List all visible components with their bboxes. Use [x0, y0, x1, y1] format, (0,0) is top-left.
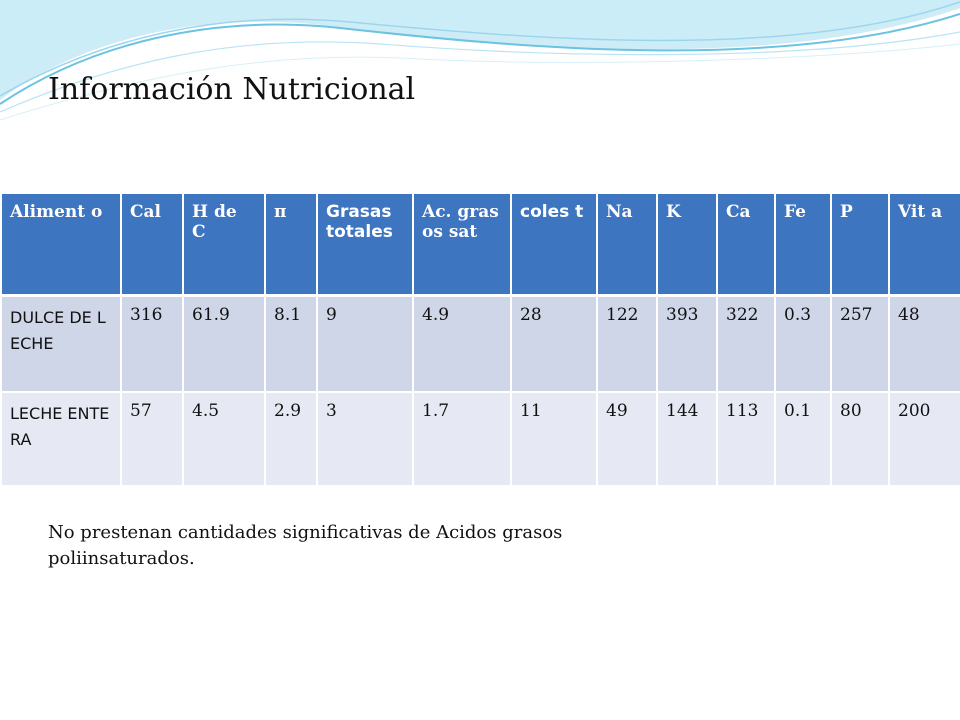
- header-ac-grasos-sat: Ac. grasos sat: [412, 194, 512, 297]
- cell-pi: 2.9: [264, 392, 318, 485]
- header-colest: coles t: [510, 194, 598, 297]
- cell-p: 80: [830, 392, 890, 485]
- cell-grasas-totales: 9: [316, 295, 414, 393]
- cell-cal: 57: [120, 392, 184, 485]
- header-p: P: [830, 194, 890, 297]
- header-hdec: H de C: [182, 194, 266, 297]
- cell-fe: 0.3: [774, 295, 832, 393]
- header-alimento: Aliment o: [0, 194, 122, 297]
- header-pi: π: [264, 194, 318, 297]
- cell-ca: 322: [716, 295, 776, 393]
- cell-vit-a: 200: [888, 392, 960, 485]
- decorative-waves: [0, 0, 960, 120]
- header-grasas-totales: Grasas totales: [316, 194, 414, 297]
- header-cal: Cal: [120, 194, 184, 297]
- cell-alimento: DULCE DE LECHE: [0, 295, 122, 393]
- footnote-text: No prestenan cantidades significativas d…: [48, 522, 563, 569]
- header-vit-a: Vit a: [888, 194, 960, 297]
- table-row: DULCE DE LECHE 316 61.9 8.1 9 4.9 28 122…: [0, 295, 960, 393]
- cell-colest: 11: [510, 392, 598, 485]
- table-row: LECHE ENTERA 57 4.5 2.9 3 1.7 11 49 144 …: [0, 392, 960, 485]
- cell-fe: 0.1: [774, 392, 832, 485]
- cell-k: 144: [656, 392, 718, 485]
- cell-alimento: LECHE ENTERA: [0, 392, 122, 485]
- cell-na: 49: [596, 392, 658, 485]
- cell-ca: 113: [716, 392, 776, 485]
- nutrition-table: Aliment o Cal H de C π Grasas totales Ac…: [0, 194, 960, 485]
- cell-hdec: 4.5: [182, 392, 266, 485]
- cell-ac-grasos-sat: 4.9: [412, 295, 512, 393]
- header-fe: Fe: [774, 194, 832, 297]
- page-title: Información Nutricional: [48, 72, 416, 107]
- cell-pi: 8.1: [264, 295, 318, 393]
- header-ca: Ca: [716, 194, 776, 297]
- cell-colest: 28: [510, 295, 598, 393]
- cell-grasas-totales: 3: [316, 392, 414, 485]
- cell-hdec: 61.9: [182, 295, 266, 393]
- cell-k: 393: [656, 295, 718, 393]
- cell-p: 257: [830, 295, 890, 393]
- cell-vit-a: 48: [888, 295, 960, 393]
- header-row: Aliment o Cal H de C π Grasas totales Ac…: [0, 194, 960, 297]
- cell-cal: 316: [120, 295, 184, 393]
- cell-ac-grasos-sat: 1.7: [412, 392, 512, 485]
- header-na: Na: [596, 194, 658, 297]
- header-k: K: [656, 194, 718, 297]
- cell-na: 122: [596, 295, 658, 393]
